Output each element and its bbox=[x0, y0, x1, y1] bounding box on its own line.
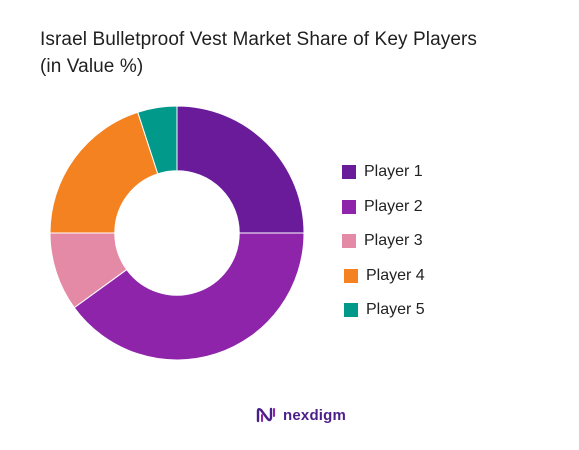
nexdigm-logo-icon bbox=[256, 407, 275, 423]
legend-label-player-5: Player 5 bbox=[366, 301, 425, 319]
legend-label-player-3: Player 3 bbox=[364, 232, 423, 250]
slice-player-5 bbox=[137, 105, 178, 175]
chart-title-line-1: Israel Bulletproof Vest Market Share of … bbox=[40, 29, 478, 50]
chart-title-line-2: (in Value %) bbox=[40, 56, 144, 77]
legend-swatch-player-1 bbox=[342, 165, 356, 180]
chart-legend: Player 1 Player 2 Player 3 Player 4 Player 5 bbox=[342, 155, 425, 328]
legend-label-player-1: Player 1 bbox=[364, 163, 423, 181]
legend-swatch-player-4 bbox=[344, 268, 358, 283]
legend-item-player-1: Player 1 bbox=[342, 155, 425, 190]
brand-logo: nexdigm bbox=[255, 404, 346, 426]
legend-label-player-4: Player 4 bbox=[366, 266, 425, 284]
slice-player-2 bbox=[73, 232, 305, 361]
legend-swatch-player-2 bbox=[342, 199, 356, 214]
legend-item-player-5: Player 5 bbox=[344, 293, 425, 328]
legend-item-player-3: Player 3 bbox=[342, 224, 425, 259]
legend-swatch-player-3 bbox=[342, 234, 356, 249]
slice-player-1 bbox=[176, 105, 305, 234]
legend-item-player-2: Player 2 bbox=[342, 190, 425, 225]
legend-swatch-player-5 bbox=[344, 303, 358, 318]
brand-name: nexdigm bbox=[283, 406, 347, 424]
legend-label-player-2: Player 2 bbox=[364, 197, 423, 215]
chart-title: Israel Bulletproof Vest Market Share of … bbox=[40, 26, 560, 80]
legend-item-player-4: Player 4 bbox=[344, 259, 425, 294]
slice-player-4 bbox=[49, 111, 159, 234]
